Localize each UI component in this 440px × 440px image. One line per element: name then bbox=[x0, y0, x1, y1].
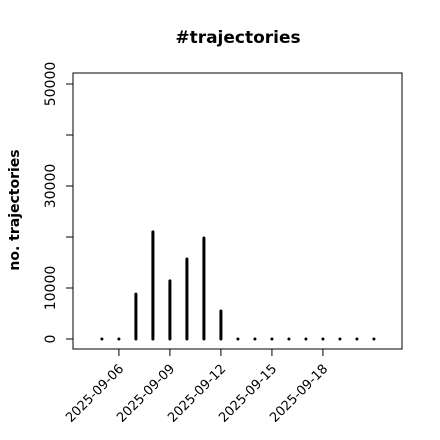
bar bbox=[287, 337, 291, 341]
bar bbox=[321, 337, 325, 341]
bar bbox=[134, 292, 138, 341]
y-tick-label: 50000 bbox=[43, 62, 59, 107]
bar bbox=[372, 337, 376, 341]
bar bbox=[168, 279, 172, 341]
y-tick-label: 10000 bbox=[43, 266, 59, 311]
bar bbox=[355, 337, 359, 341]
y-tick-label: 0 bbox=[43, 335, 59, 344]
bar bbox=[236, 337, 240, 341]
bar bbox=[304, 337, 308, 341]
y-axis-label: no. trajectories bbox=[7, 149, 23, 270]
bar bbox=[219, 309, 223, 341]
bar bbox=[185, 257, 189, 341]
y-tick-label: 30000 bbox=[43, 164, 59, 209]
plot-frame bbox=[72, 72, 403, 350]
bar bbox=[202, 236, 206, 341]
bar bbox=[270, 337, 274, 341]
bar bbox=[338, 337, 342, 341]
chart-title: #trajectories bbox=[175, 28, 300, 48]
bar bbox=[253, 337, 257, 341]
bar bbox=[100, 337, 104, 341]
bar bbox=[117, 337, 121, 341]
bar bbox=[151, 230, 155, 341]
